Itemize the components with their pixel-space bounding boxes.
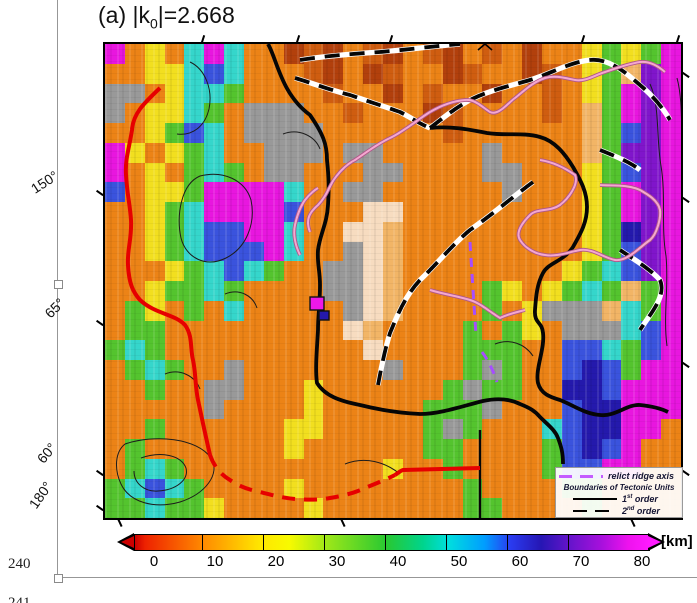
graticule-tick	[580, 34, 585, 44]
relict-ridge-label: relict ridge axis	[608, 471, 675, 481]
colorbar-tick-label: 30	[328, 553, 346, 570]
colorbar-tick-label: 50	[450, 553, 468, 570]
graticule-tick	[682, 196, 690, 203]
graticule-tick	[682, 361, 690, 368]
boundary-overlay	[116, 44, 681, 518]
graticule-tick	[340, 519, 346, 527]
graticule-tick	[117, 519, 123, 527]
colorbar-divider	[385, 535, 387, 550]
legend-title: Boundaries of Tectonic Units	[563, 483, 675, 492]
map-legend: relict ridge axis Boundaries of Tectonic…	[555, 467, 683, 518]
graticule-tick	[388, 34, 393, 44]
selection-handle-corner[interactable]	[54, 574, 63, 583]
graticule-tick	[675, 34, 680, 44]
colorbar-tick-label: 20	[267, 553, 285, 570]
first-order-line-sample	[573, 497, 617, 501]
colorbar-divider	[568, 535, 570, 550]
map-raster	[105, 44, 681, 518]
graticule-tick	[96, 189, 104, 196]
graticule-tick	[630, 519, 636, 527]
colorbar-tick-label: 60	[511, 553, 529, 570]
colorbar-divider	[446, 535, 448, 550]
colorbar-right-arrow	[648, 535, 661, 548]
colorbar-tick-label: 0	[149, 553, 159, 570]
colorbar-gradient-bar	[134, 534, 650, 551]
colorbar-left-arrow	[121, 535, 134, 548]
colorbar-divider	[324, 535, 326, 550]
line-number-240: 240	[8, 556, 31, 572]
colorbar-divider	[202, 535, 204, 550]
colorbar: [km] 0 10 20 30 40 50 60 70 80	[117, 531, 697, 577]
colorbar-tick-label: 70	[572, 553, 590, 570]
line-number-241: 241	[8, 595, 31, 603]
colorbar-tick-label: 80	[633, 553, 651, 570]
graticule-tick	[682, 71, 690, 78]
crustal-thickness-map	[96, 34, 690, 527]
colorbar-unit-label: [km]	[661, 533, 693, 550]
axis-label-65: 65°	[41, 294, 68, 322]
graticule-tick	[96, 319, 104, 326]
relict-ridge-line-sample	[559, 474, 603, 478]
figure-title: (a) |k0|=2.668	[98, 2, 235, 32]
graticule-tick	[96, 504, 104, 511]
axis-label-60: 60°	[33, 439, 60, 467]
title-subscript: 0	[149, 15, 158, 32]
graticule-tick	[96, 469, 104, 476]
colorbar-divider	[263, 535, 265, 550]
graticule-tick	[295, 34, 300, 44]
colorbar-tick-label: 40	[389, 553, 407, 570]
colorbar-divider	[507, 535, 509, 550]
graticule-tick	[200, 34, 205, 44]
margin-line-horizontal	[57, 577, 697, 578]
first-order-label: 1st order	[622, 494, 658, 504]
selection-handle-mid-left[interactable]	[54, 280, 63, 289]
second-order-label: 2nd order	[622, 506, 660, 516]
colorbar-tick-label: 10	[206, 553, 224, 570]
second-order-line-sample	[573, 509, 617, 513]
axis-label-180: 180°	[25, 478, 56, 512]
graticule-tick	[682, 469, 690, 476]
